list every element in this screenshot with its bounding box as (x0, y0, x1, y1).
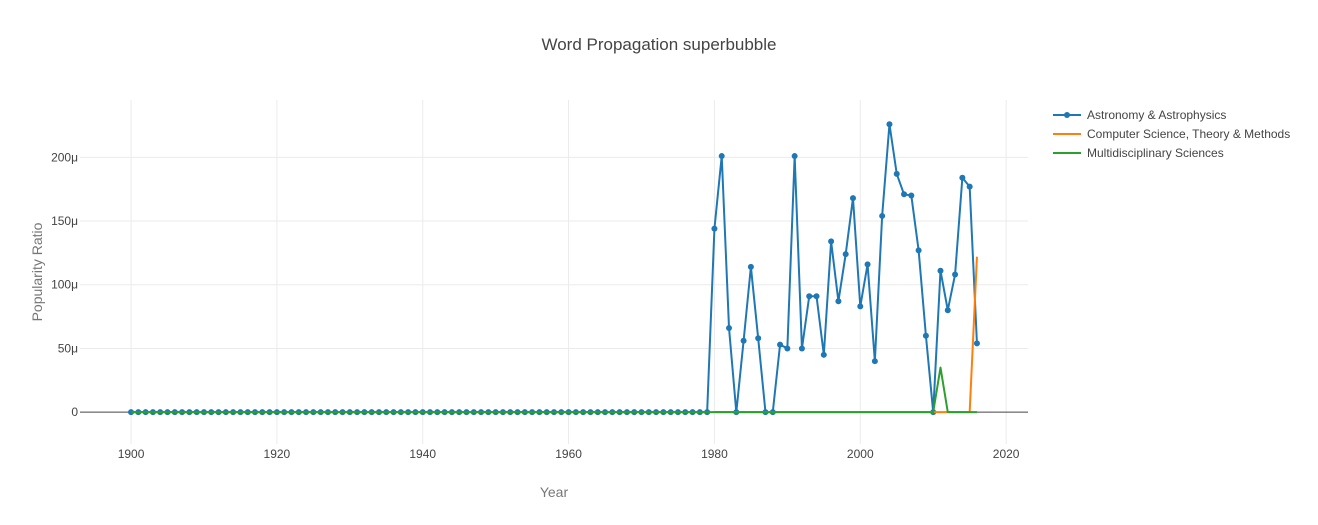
x-tick-label: 1960 (555, 447, 582, 461)
y-axis-title: Popularity Ratio (29, 222, 45, 321)
data-point (966, 183, 973, 190)
data-point (879, 212, 886, 219)
y-tick-label: 0 (71, 405, 78, 419)
data-point (973, 340, 980, 347)
data-point (937, 267, 944, 274)
legend-marker (1064, 112, 1070, 118)
data-point (747, 263, 754, 270)
data-point (922, 332, 929, 339)
data-point (901, 191, 908, 198)
legend-label: Astronomy & Astrophysics (1087, 108, 1226, 122)
series-2 (131, 366, 977, 414)
x-axis-title: Year (540, 484, 569, 500)
legend-item[interactable]: Multidisciplinary Sciences (1053, 146, 1224, 160)
data-point (886, 121, 893, 128)
series-0 (128, 121, 980, 416)
data-point (944, 307, 951, 314)
chart-title: Word Propagation superbubble (541, 35, 776, 54)
series-line (131, 366, 977, 414)
grid (80, 100, 1028, 444)
data-point (952, 271, 959, 278)
x-tick-label: 2020 (993, 447, 1020, 461)
data-point (959, 174, 966, 181)
x-tick-label: 1900 (118, 447, 145, 461)
x-tick-label: 1920 (264, 447, 291, 461)
data-point (893, 170, 900, 177)
data-point (798, 345, 805, 352)
x-tick-label: 1940 (409, 447, 436, 461)
data-point (791, 153, 798, 160)
data-point (857, 303, 864, 310)
data-point (864, 261, 871, 268)
data-point (849, 195, 856, 202)
plot-area (128, 121, 980, 416)
y-tick-label: 150μ (51, 214, 78, 228)
data-point (128, 409, 135, 416)
data-point (813, 293, 820, 300)
data-point (718, 153, 725, 160)
legend-label: Multidisciplinary Sciences (1087, 146, 1224, 160)
x-tick-label: 1980 (701, 447, 728, 461)
series-line (131, 123, 978, 414)
y-tick-label: 100μ (51, 278, 78, 292)
data-point (842, 251, 849, 258)
data-point (740, 337, 747, 344)
data-point (726, 325, 733, 332)
legend-label: Computer Science, Theory & Methods (1087, 127, 1290, 141)
y-tick-label: 50μ (58, 341, 78, 355)
data-point (784, 345, 791, 352)
data-point (755, 335, 762, 342)
data-point (828, 238, 835, 245)
x-tick-label: 2000 (847, 447, 874, 461)
data-point (871, 358, 878, 365)
axis-ticks: 1900 1920 1940 1960 1980 2000 2020 0 50μ 100μ 150μ… (51, 150, 1020, 461)
legend: Astronomy & Astrophysics Computer Science… (1053, 108, 1290, 160)
legend-item[interactable]: Computer Science, Theory & Methods (1053, 127, 1290, 141)
data-point (835, 298, 842, 305)
data-point (806, 293, 813, 300)
data-point (915, 247, 922, 254)
y-tick-label: 200μ (51, 150, 78, 164)
legend-item[interactable]: Astronomy & Astrophysics (1053, 108, 1226, 122)
data-point (908, 192, 915, 199)
data-point (820, 351, 827, 358)
data-point (777, 341, 784, 348)
data-point (711, 225, 718, 232)
